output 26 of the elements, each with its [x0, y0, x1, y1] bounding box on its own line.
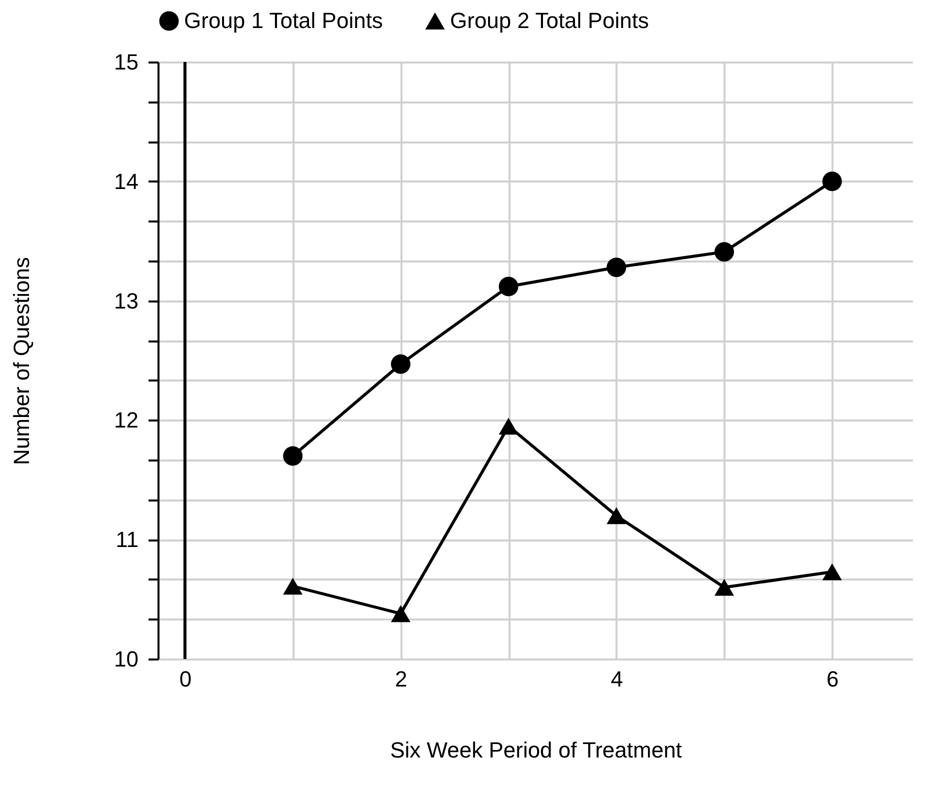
y-tick-label: 12 [114, 408, 138, 433]
x-axis-title: Six Week Period of Treatment [390, 738, 682, 762]
point [390, 354, 410, 374]
y-axis-title: Number of Questions [9, 257, 34, 465]
x-tick-label: 4 [610, 666, 624, 692]
point [498, 276, 518, 296]
point [498, 418, 518, 435]
point [390, 605, 410, 622]
point [822, 172, 842, 192]
y-tick-label: 13 [114, 288, 138, 314]
legend-label: Group 1 Total Points [184, 8, 383, 33]
y-tick-label: 14 [114, 168, 138, 194]
point [822, 563, 842, 580]
legend-label: Group 2 Total Points [450, 8, 649, 33]
point [606, 258, 626, 278]
y-tick-label: 15 [114, 50, 138, 74]
x-tick-label: 2 [395, 666, 408, 692]
y-tick-label: 11 [116, 527, 138, 552]
point [283, 578, 303, 595]
x-tick-label: 0 [179, 666, 192, 692]
point [714, 578, 734, 596]
point [714, 242, 734, 262]
point [283, 446, 303, 466]
y-tick-label: 10 [114, 646, 138, 672]
point [606, 507, 626, 524]
x-tick-label: 6 [826, 666, 839, 692]
